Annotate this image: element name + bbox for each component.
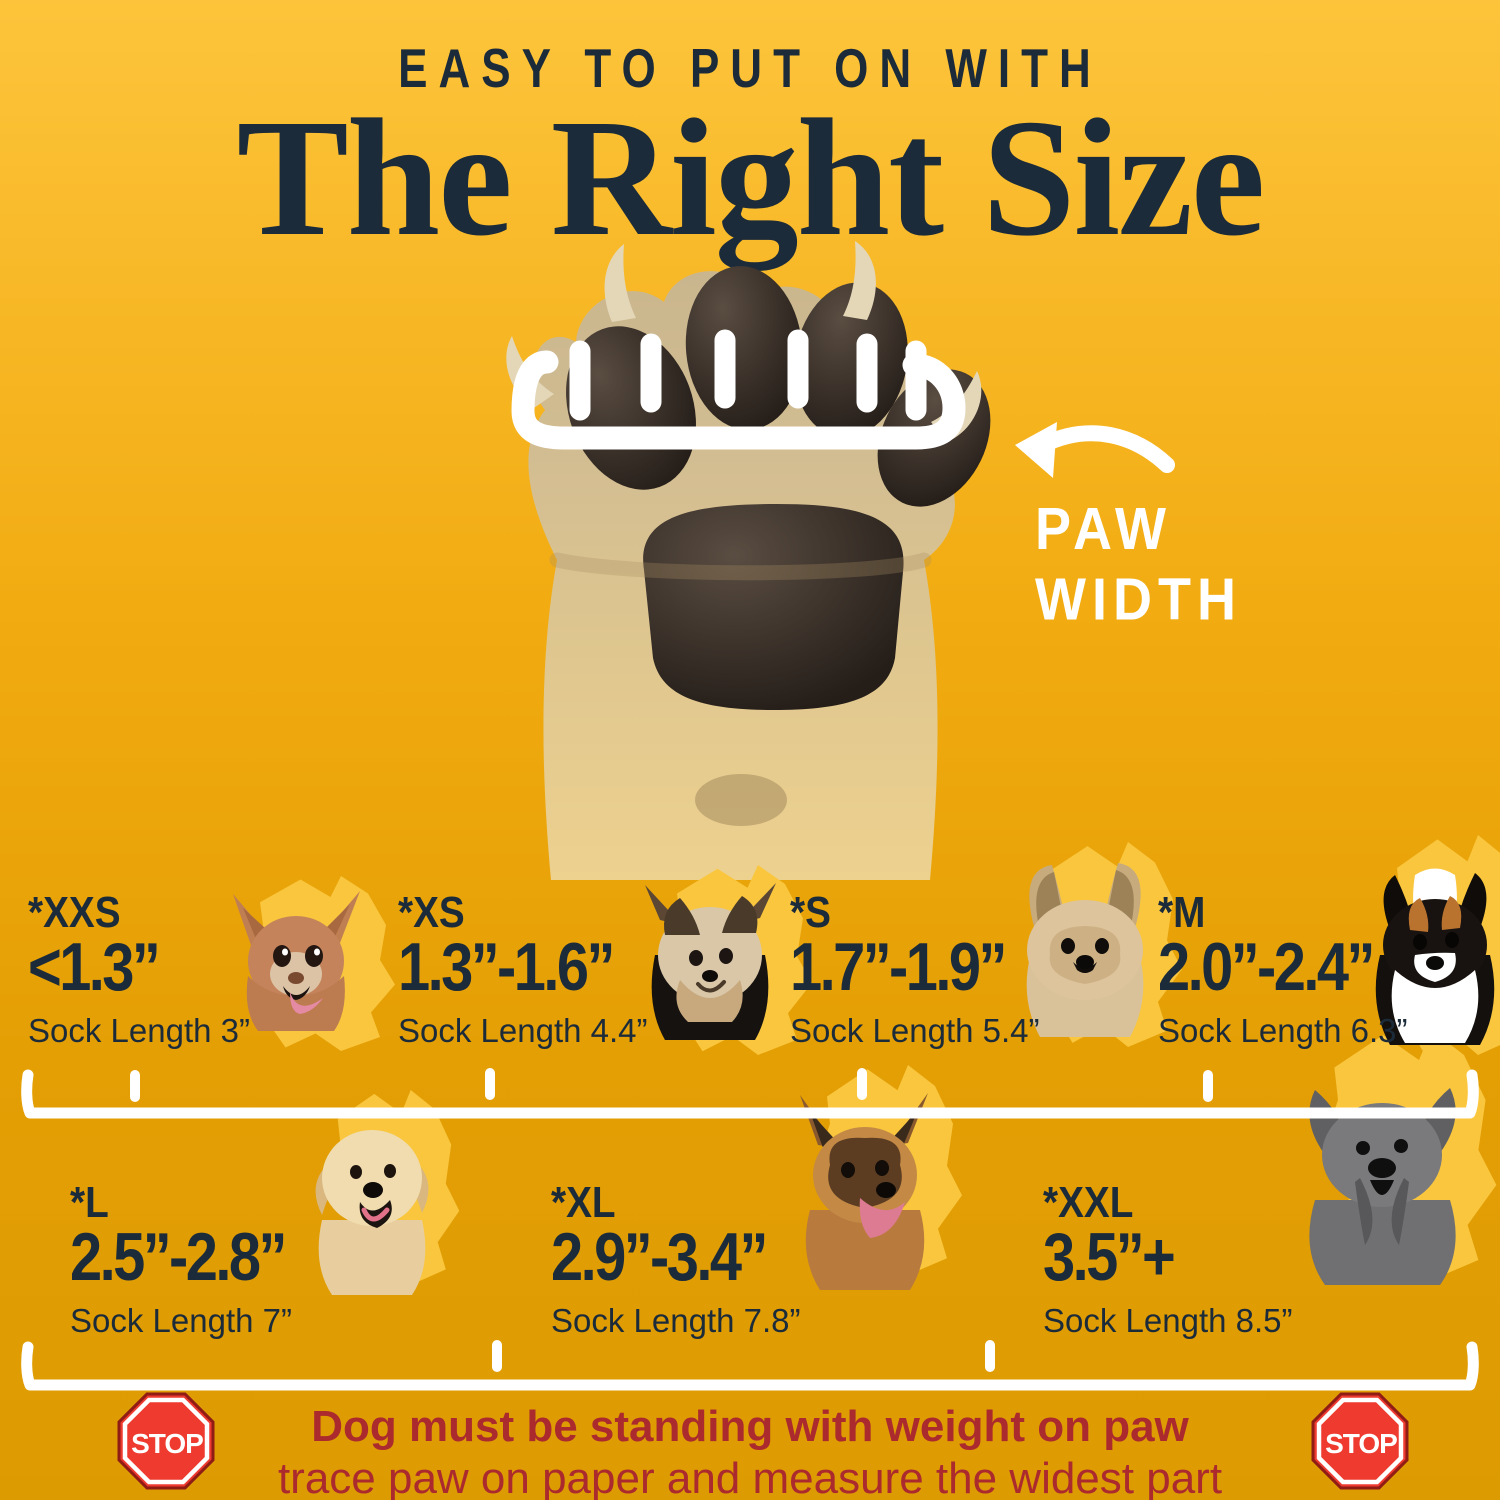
svg-text:STOP: STOP: [1325, 1428, 1397, 1459]
svg-text:STOP: STOP: [131, 1428, 203, 1459]
